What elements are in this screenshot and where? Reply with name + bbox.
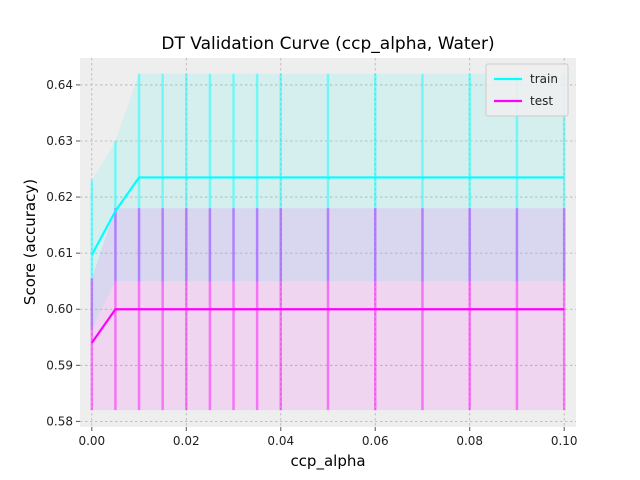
legend-box bbox=[485, 63, 569, 117]
band-train bbox=[91, 73, 565, 329]
x-axis-ticks: 0.00 0.02 0.04 0.06 0.08 0.10 bbox=[78, 427, 578, 448]
grid bbox=[80, 58, 576, 427]
x-tick-label: 0.00 bbox=[78, 434, 105, 448]
y-tick-label: 0.60 bbox=[46, 302, 73, 316]
y-axis-title: Score (accuracy) bbox=[21, 179, 39, 305]
series-line-test bbox=[90, 308, 565, 344]
y-axis-ticks: 0.58 0.59 0.60 0.61 0.62 0.63 0.64 bbox=[46, 78, 80, 428]
y-tick-label: 0.62 bbox=[46, 190, 73, 204]
y-tick-label: 0.59 bbox=[46, 358, 73, 372]
legend: train test bbox=[485, 63, 569, 117]
x-tick-label: 0.04 bbox=[267, 434, 294, 448]
plot-area bbox=[80, 58, 576, 427]
y-tick-label: 0.64 bbox=[46, 78, 73, 92]
chart-title: DT Validation Curve (ccp_alpha, Water) bbox=[161, 34, 494, 54]
series-lines bbox=[90, 176, 565, 344]
x-tick-label: 0.02 bbox=[173, 434, 200, 448]
y-tick-label: 0.63 bbox=[46, 134, 73, 148]
x-tick-label: 0.06 bbox=[362, 434, 389, 448]
x-axis-title: ccp_alpha bbox=[290, 452, 365, 471]
y-tick-label: 0.61 bbox=[46, 246, 73, 260]
legend-label-test: test bbox=[530, 94, 553, 108]
series-line-train bbox=[90, 176, 565, 256]
x-tick-label: 0.08 bbox=[456, 434, 483, 448]
x-tick-label: 0.10 bbox=[551, 434, 578, 448]
y-tick-label: 0.58 bbox=[46, 414, 73, 428]
legend-label-train: train bbox=[530, 72, 558, 86]
